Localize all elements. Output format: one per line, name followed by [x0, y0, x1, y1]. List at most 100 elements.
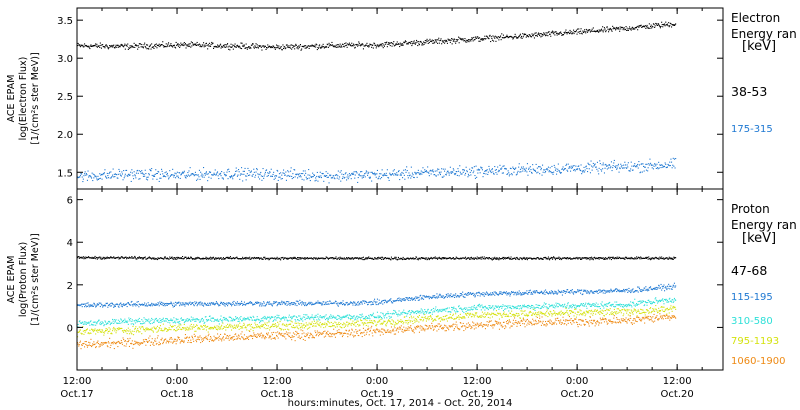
- data-point: [594, 256, 596, 258]
- data-point: [208, 45, 210, 47]
- data-point: [398, 297, 400, 299]
- data-point: [428, 40, 430, 42]
- data-point: [204, 258, 206, 260]
- data-point: [472, 309, 474, 311]
- data-point: [135, 177, 137, 179]
- data-point: [566, 169, 568, 171]
- data-point: [435, 257, 437, 259]
- data-point: [594, 257, 596, 259]
- data-point: [177, 43, 179, 45]
- data-point: [312, 316, 314, 318]
- data-point: [538, 258, 540, 260]
- data-point: [419, 41, 421, 43]
- data-point: [256, 316, 258, 318]
- data-point: [131, 172, 133, 174]
- data-point: [495, 305, 497, 307]
- data-point: [154, 303, 156, 305]
- data-point: [654, 163, 656, 165]
- data-point: [379, 258, 381, 260]
- data-point: [326, 176, 328, 178]
- data-point: [334, 317, 336, 319]
- data-point: [315, 177, 317, 179]
- data-point: [340, 302, 342, 304]
- data-point: [110, 177, 112, 179]
- data-point: [264, 256, 266, 258]
- data-point: [145, 47, 147, 49]
- data-point: [373, 258, 375, 260]
- data-point: [572, 31, 574, 33]
- data-point: [173, 174, 175, 176]
- data-point: [504, 292, 506, 294]
- data-point: [414, 171, 416, 173]
- data-point: [257, 173, 259, 175]
- data-point: [232, 301, 234, 303]
- data-point: [319, 257, 321, 259]
- data-point: [133, 257, 135, 259]
- data-point: [631, 258, 633, 260]
- data-point: [339, 43, 341, 45]
- data-point: [295, 44, 297, 46]
- data-point: [245, 258, 247, 260]
- data-point: [515, 167, 517, 169]
- data-point: [114, 46, 116, 48]
- data-point: [208, 171, 210, 173]
- data-point: [397, 43, 399, 45]
- data-point: [531, 293, 533, 295]
- data-point: [425, 40, 427, 42]
- data-point: [287, 170, 289, 172]
- data-point: [452, 257, 454, 259]
- data-point: [472, 172, 474, 174]
- data-point: [361, 302, 363, 304]
- data-point: [388, 179, 390, 181]
- data-point: [263, 177, 265, 179]
- data-point: [304, 47, 306, 49]
- data-point: [98, 302, 100, 304]
- data-point: [176, 319, 178, 321]
- data-point: [581, 173, 583, 175]
- data-point: [131, 169, 133, 171]
- data-point: [215, 257, 217, 259]
- data-point: [224, 319, 226, 321]
- data-point: [233, 174, 235, 176]
- data-point: [671, 26, 673, 28]
- data-point: [343, 177, 345, 179]
- data-point: [610, 288, 612, 290]
- data-point: [568, 31, 570, 33]
- data-point: [476, 258, 478, 260]
- data-point: [252, 304, 254, 306]
- data-point: [359, 175, 361, 177]
- data-point: [85, 323, 87, 325]
- data-point: [550, 293, 552, 295]
- data-point: [266, 47, 268, 49]
- data-point: [479, 37, 481, 39]
- data-point: [418, 173, 420, 175]
- data-point: [513, 294, 515, 296]
- data-point: [126, 257, 128, 259]
- data-point: [409, 175, 411, 177]
- data-point: [179, 257, 181, 259]
- data-point: [93, 302, 95, 304]
- data-point: [657, 287, 659, 289]
- data-point: [394, 256, 396, 258]
- data-point: [251, 44, 253, 46]
- data-point: [112, 168, 114, 170]
- data-point: [414, 311, 416, 313]
- data-point: [317, 258, 319, 260]
- data-point: [180, 318, 182, 320]
- data-point: [389, 45, 391, 47]
- data-point: [470, 308, 472, 310]
- data-point: [369, 314, 371, 316]
- data-point: [93, 45, 95, 47]
- data-point: [155, 43, 157, 45]
- data-point: [588, 304, 590, 306]
- data-point: [664, 257, 666, 259]
- data-point: [100, 302, 102, 304]
- data-point: [599, 257, 601, 259]
- data-point: [495, 257, 497, 259]
- data-point: [273, 316, 275, 318]
- data-point: [207, 48, 209, 50]
- data-point: [455, 258, 457, 260]
- data-point: [377, 178, 379, 180]
- data-point: [211, 302, 213, 304]
- data-point: [445, 174, 447, 176]
